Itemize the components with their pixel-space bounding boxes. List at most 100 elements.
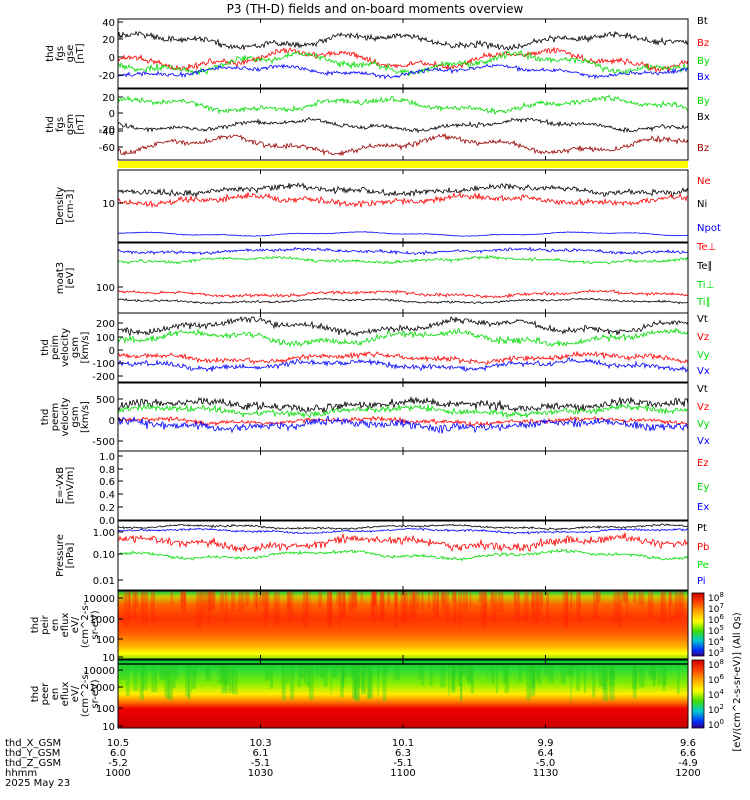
series-red [118, 47, 688, 74]
panel-9: 10000 1000 100 10 thd peir en eflux eV/(cm^2-s-s… [30, 590, 689, 664]
series-black [118, 297, 688, 305]
series-black [118, 30, 688, 52]
ephemeris-value: -5.0 [536, 758, 556, 769]
spectrogram-streak [467, 664, 473, 685]
spectrogram-streak [223, 664, 230, 685]
y-tick-label: -100 [92, 359, 115, 370]
y-axis-label: peim [50, 335, 61, 360]
colorbar-tick-base: 10 [708, 721, 720, 731]
colorbar-tick-exp: 4 [719, 635, 724, 643]
spectrogram-streak [306, 664, 311, 687]
panel-1-data [118, 30, 688, 80]
spectrogram-streak [309, 591, 311, 612]
spectrogram-streak [538, 664, 541, 685]
spectrogram-streak [452, 664, 455, 690]
spectrogram-streak [326, 591, 333, 620]
spectrogram-streak [536, 664, 539, 682]
colorbar-tick-exp: 3 [719, 646, 723, 654]
y-axis-label: gse [65, 45, 76, 63]
spectrogram-streak [332, 664, 339, 678]
spectrogram-streak [191, 664, 193, 693]
spectrogram-streak [572, 664, 574, 676]
spectrogram-streak [562, 591, 569, 629]
spectrogram-streak [679, 591, 684, 616]
spectrogram-streak [209, 591, 215, 611]
spectrogram-streak [327, 591, 332, 627]
legend-Ti⊥: Ti⊥ [696, 280, 714, 291]
spectrogram-streak [361, 664, 365, 691]
ephemeris-value: 10.3 [249, 738, 271, 749]
spectrogram-streak [470, 664, 475, 694]
spectrogram-streak [338, 591, 341, 628]
series-black [118, 116, 688, 134]
y-axis-label: eV/ [70, 685, 81, 702]
spectrogram-streak [231, 591, 236, 612]
spectrogram-streak [529, 664, 534, 697]
spectrogram-streak [200, 591, 206, 617]
spectrogram-streak [336, 591, 341, 606]
y-axis-label: thd [45, 116, 56, 133]
spectrogram-streak [537, 591, 542, 616]
legend-Te⊥: Te⊥ [696, 242, 716, 253]
legend-Vt: Vt [697, 314, 708, 325]
legend-By: By [697, 96, 710, 107]
ephemeris-value: 6.1 [253, 748, 269, 759]
spectrogram-streak [273, 591, 280, 627]
y-axis-label: [km/s] [80, 401, 91, 433]
spectrogram-streak [490, 591, 493, 604]
spectrogram-streak [451, 591, 457, 603]
ephemeris-value: 1130 [533, 768, 558, 779]
spectrogram-streak [162, 664, 167, 681]
ephemeris-value: 9.9 [538, 738, 554, 749]
colorbar-tick: 100 [708, 718, 724, 731]
spectrogram-streak [649, 664, 655, 675]
ephemeris-value: -4.9 [678, 758, 698, 769]
spectrogram-streak [140, 591, 144, 613]
spectrogram-streak [495, 664, 499, 694]
legend-Bx: Bx [697, 112, 710, 123]
y-tick-label: -60 [99, 143, 115, 154]
spectrogram-streak [368, 664, 373, 699]
spectrogram-streak [354, 591, 357, 611]
y-axis-label: Density [55, 187, 66, 225]
colorbar-tick: 107 [708, 602, 724, 615]
colorbar-tick-base: 10 [708, 691, 720, 701]
spectrogram-streak [617, 591, 622, 628]
spectrogram-streak [318, 591, 322, 609]
panel-frame [117, 169, 689, 243]
y-tick-label: 100 [96, 635, 115, 646]
y-axis-label: peer [40, 682, 51, 706]
spectrogram-streak [450, 664, 456, 693]
spectrogram-streak [361, 664, 367, 695]
spectrogram-streak [638, 591, 644, 605]
spectrogram-streak [408, 591, 415, 616]
spectrogram-streak [142, 591, 148, 626]
spectrogram-streak [185, 664, 190, 697]
panel-8-data [118, 523, 688, 562]
spectrogram-streak [458, 591, 461, 628]
y-tick-label: 0.8 [99, 465, 115, 476]
y-tick-label: 40 [102, 18, 115, 29]
ephemeris-value: 1000 [105, 768, 130, 779]
spectrogram-streak [604, 664, 607, 693]
spectrogram-streak [379, 591, 385, 622]
y-tick-label: 0.01 [93, 576, 115, 587]
colorbar-tick: 104 [708, 635, 724, 648]
legend-Vz: Vz [697, 402, 709, 413]
spectrogram-streak [460, 591, 463, 624]
colorbar-tick-base: 10 [708, 661, 720, 671]
colorbar-tick-base: 10 [708, 605, 720, 615]
legend-Ne: Ne [697, 176, 711, 187]
y-axis-label: en [50, 619, 61, 632]
y-tick-label: 1000 [90, 683, 115, 694]
y-tick-label: 10000 [83, 594, 115, 605]
panel-frame [117, 450, 689, 521]
spectrogram-streak [462, 591, 468, 612]
y-axis-label: thd [45, 45, 56, 62]
y-axis-label: en [50, 688, 61, 701]
spectrogram-streak [358, 664, 361, 689]
panel-10: 10000 1000 100 10 thd peer en eflux eV/(cm^2-s-s… [30, 659, 689, 733]
colorbar-tick: 104 [708, 688, 724, 701]
panel-6-data [118, 396, 688, 434]
